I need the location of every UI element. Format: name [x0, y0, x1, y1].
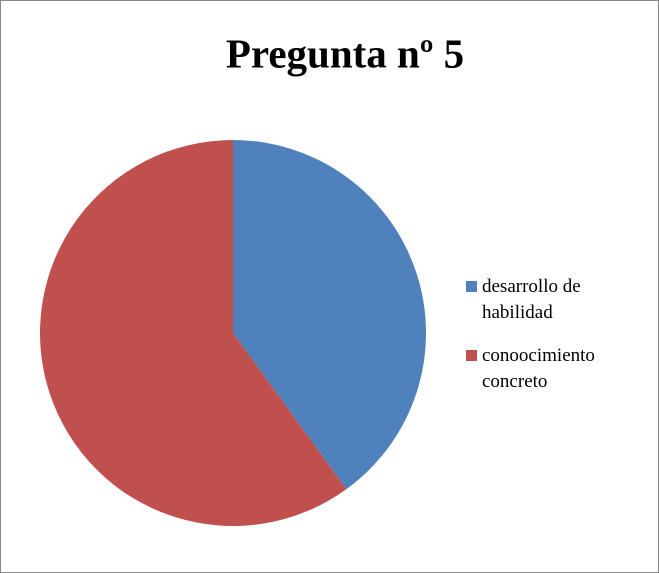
legend-item: conoocimiento concreto	[466, 343, 636, 395]
legend-swatch	[466, 350, 477, 361]
legend-item: desarrollo de habilidad	[466, 274, 636, 326]
pie-slice	[40, 140, 347, 526]
legend-label: desarrollo de habilidad	[482, 276, 581, 323]
pie-slice	[233, 140, 427, 490]
legend-swatch	[466, 281, 477, 292]
legend-label: conoocimiento concreto	[482, 345, 595, 392]
chart-title: Pregunta nº 5	[226, 30, 464, 76]
